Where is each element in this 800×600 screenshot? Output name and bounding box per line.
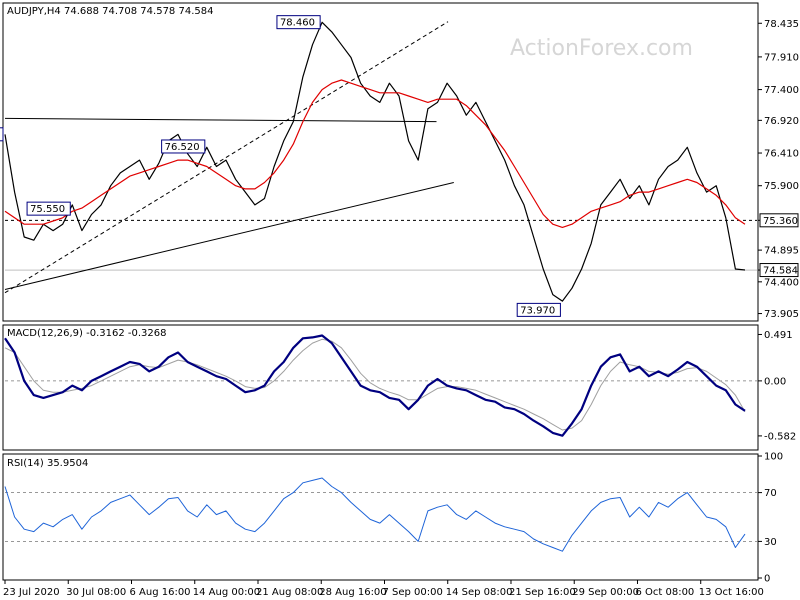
x-tick-label: 29 Sep 00:00 — [572, 587, 639, 598]
y-tick-label: 70 — [764, 488, 777, 499]
annotation-box — [0, 127, 4, 142]
macd-signal-line — [4, 338, 746, 431]
price-tag-label: 75.360 — [763, 216, 798, 227]
price-close-line — [4, 21, 746, 302]
annotation-box — [26, 201, 71, 216]
macd-panel-frame — [2, 324, 759, 451]
y-tick-label: 74.400 — [764, 277, 799, 288]
dashed-trendline — [4, 21, 449, 294]
price-panel: AUDJPY,H4 74.688 74.708 74.578 74.584 Ac… — [0, 2, 799, 322]
x-tick-label: 21 Sep 16:00 — [509, 587, 576, 598]
x-tick-label: 7 Sep 00:00 — [382, 587, 442, 598]
macd-line — [4, 334, 746, 437]
y-tick-label: 78.435 — [764, 19, 799, 30]
y-tick-label: 74.895 — [764, 246, 799, 257]
rsi-chart-title: RSI(14) 35.9504 — [7, 458, 88, 469]
macd-chart-title: MACD(12,26,9) -0.3162 -0.3268 — [7, 328, 167, 339]
annotation-label: 75.550 — [30, 204, 65, 215]
price-chart-title: AUDJPY,H4 74.688 74.708 74.578 74.584 — [7, 6, 213, 17]
price-tag-box — [759, 213, 799, 228]
y-tick-label: 76.410 — [764, 149, 799, 160]
x-tick-label: 13 Oct 16:00 — [699, 587, 764, 598]
rsi-panel-frame — [2, 453, 759, 581]
y-tick-label: 30 — [764, 537, 777, 548]
x-tick-label: 30 Jul 08:00 — [66, 587, 126, 598]
x-tick-label: 23 Jul 2020 — [3, 587, 60, 598]
trendline — [4, 182, 454, 291]
y-tick-label: 77.400 — [764, 85, 799, 96]
y-tick-label: 100 — [764, 452, 783, 463]
price-tag-label: 74.584 — [763, 266, 798, 277]
y-tick-label: 0.491 — [764, 330, 793, 341]
y-tick-label: 0 — [764, 574, 770, 585]
price-tag-box — [759, 263, 799, 278]
annotation-label: 76.520 — [165, 142, 200, 153]
rsi-panel: RSI(14) 35.9504 100 70 30 0 — [2, 452, 783, 585]
annotation-label: 78.460 — [280, 18, 315, 29]
time-axis: 23 Jul 2020 30 Jul 08:00 6 Aug 16:00 14 Aug… — [3, 580, 764, 598]
trendline — [4, 117, 437, 123]
y-tick-label: 75.900 — [764, 181, 799, 192]
y-tick-label: 76.920 — [764, 116, 799, 127]
macd-panel: MACD(12,26,9) -0.3162 -0.3268 0.491 0.00 -… — [2, 324, 796, 451]
annotation-box — [161, 139, 206, 154]
watermark: ActionForex.com — [510, 36, 693, 61]
x-tick-label: 28 Aug 16:00 — [319, 587, 386, 598]
x-tick-label: 14 Sep 08:00 — [446, 587, 513, 598]
price-panel-frame — [2, 2, 759, 322]
y-tick-label: 77.910 — [764, 52, 799, 63]
annotation-box — [276, 15, 321, 30]
y-tick-label: 73.905 — [764, 309, 799, 320]
y-tick-label: 0.00 — [764, 376, 786, 387]
x-tick-label: 21 Aug 08:00 — [256, 587, 323, 598]
x-tick-label: 6 Aug 16:00 — [129, 587, 190, 598]
y-tick-label: -0.582 — [764, 431, 796, 442]
rsi-line — [4, 477, 746, 552]
x-tick-label: 6 Oct 08:00 — [635, 587, 694, 598]
moving-average-line — [4, 79, 746, 228]
x-tick-label: 14 Aug 00:00 — [193, 587, 260, 598]
annotation-box — [516, 302, 561, 317]
annotation-label: 73.970 — [520, 305, 555, 316]
